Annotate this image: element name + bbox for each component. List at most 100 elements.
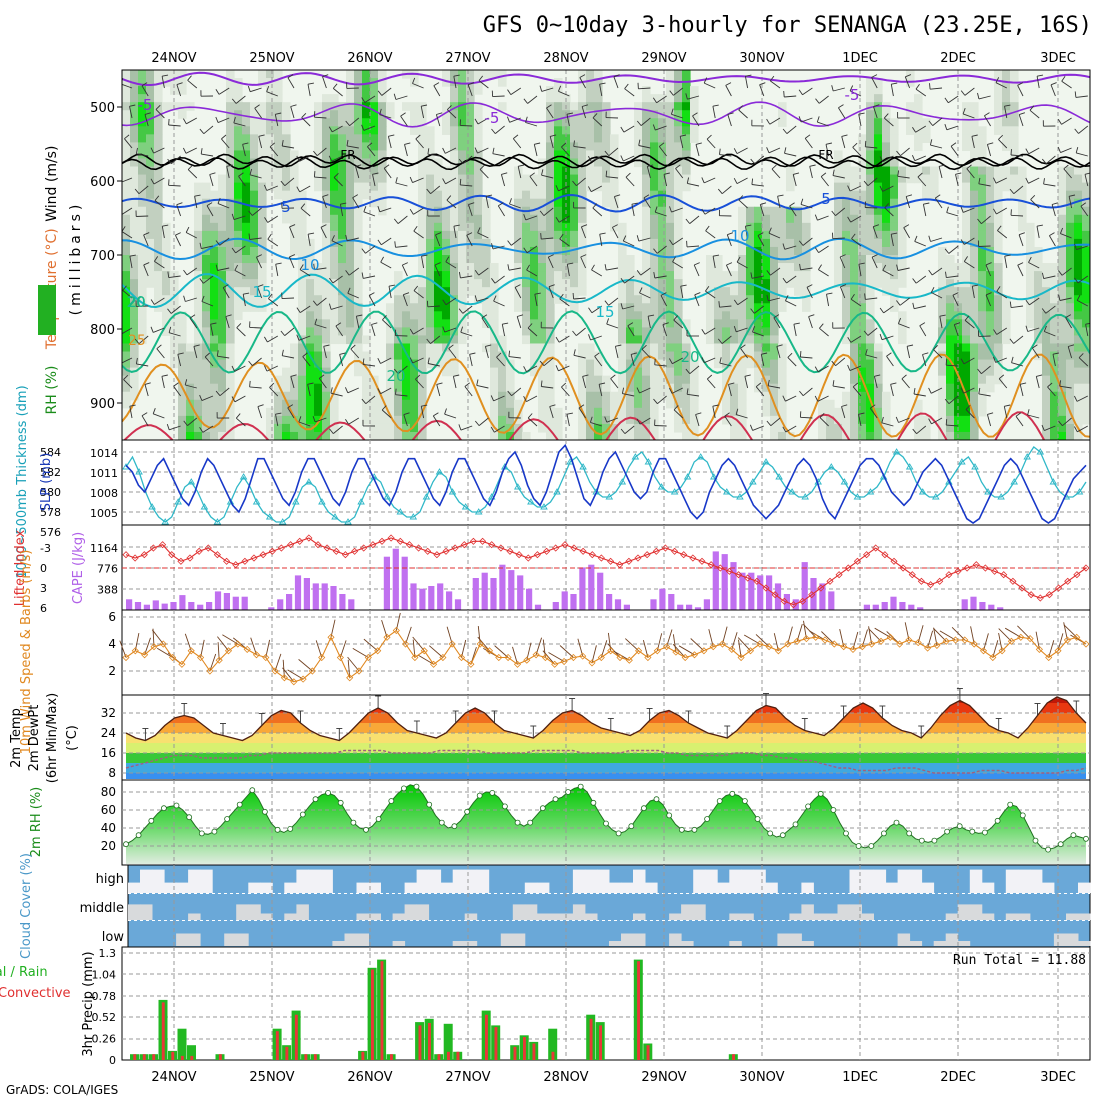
- rh-cell: [666, 287, 675, 296]
- rh-cell: [1042, 367, 1051, 377]
- rh-cell: [210, 255, 219, 264]
- rh-cell: [306, 327, 315, 337]
- barb-flag: [591, 264, 595, 271]
- rh-cell: [322, 102, 331, 111]
- wind-barb: [460, 326, 473, 337]
- rh-cell: [586, 351, 595, 361]
- rh-cell: [1042, 311, 1051, 320]
- rh-cell: [386, 311, 395, 320]
- rh-cell: [130, 230, 139, 240]
- barb-shaft: [695, 144, 700, 157]
- rh-cell: [546, 343, 555, 353]
- rh-cell: [626, 311, 635, 320]
- wind-barb: [654, 358, 667, 367]
- rh-cell: [1026, 295, 1035, 304]
- rh-cell: [666, 86, 675, 95]
- rh-cell: [938, 399, 947, 409]
- barb-shaft: [516, 316, 522, 329]
- barb-flag: [183, 269, 188, 276]
- rh-cell: [834, 255, 843, 264]
- rh-cell: [306, 255, 315, 264]
- wind-barb: [534, 292, 541, 307]
- rh-cell: [1042, 343, 1051, 353]
- rh-cell: [370, 134, 379, 143]
- barb-flag: [313, 171, 316, 178]
- rh-cell: [322, 391, 331, 401]
- barb-shaft: [704, 82, 716, 89]
- barb-flag: [134, 338, 140, 344]
- rh-cell: [738, 431, 747, 440]
- rh-cell: [906, 126, 915, 135]
- barb-shaft: [284, 327, 295, 336]
- barb-shaft: [865, 354, 878, 359]
- rh-cell: [434, 198, 443, 208]
- rh-cell: [410, 295, 419, 304]
- wind-barb: [322, 74, 329, 89]
- rh-cell: [426, 263, 435, 272]
- barb-flag: [176, 82, 183, 86]
- rh-cell: [866, 166, 875, 176]
- rh-cell: [474, 198, 483, 208]
- barb-flag: [249, 168, 253, 175]
- barb-shaft: [346, 237, 359, 242]
- barb-shaft: [153, 327, 165, 333]
- rh-cell: [874, 198, 883, 208]
- rh-cell: [738, 423, 747, 433]
- rh-cell: [130, 150, 139, 160]
- barb-flag: [377, 388, 381, 394]
- rh-cell: [450, 86, 459, 95]
- barb-shaft: [752, 425, 764, 431]
- rh-cell: [1050, 343, 1059, 353]
- barb-shaft: [727, 114, 732, 127]
- barb-flag: [636, 387, 640, 394]
- rh-cell: [586, 134, 595, 143]
- rh-cell: [866, 230, 875, 240]
- rh-cell: [410, 311, 419, 320]
- barb-shaft: [380, 261, 392, 269]
- barb-shaft: [882, 269, 894, 277]
- rh-cell: [138, 287, 147, 296]
- barb-flag: [302, 352, 308, 357]
- wind-barbs: [122, 74, 1090, 435]
- rh-cell: [570, 238, 579, 248]
- rh-cell: [1066, 263, 1075, 272]
- rh-cell: [1010, 190, 1019, 200]
- rh-cell: [466, 287, 475, 296]
- rh-cell: [538, 263, 547, 272]
- rh-cell: [170, 303, 179, 312]
- barb-flag: [313, 150, 318, 156]
- wind-barb: [922, 202, 930, 217]
- barb-shaft: [383, 168, 392, 179]
- rh-cell: [162, 70, 171, 79]
- rh-cell: [858, 174, 867, 184]
- rh-cell: [538, 174, 547, 184]
- rh-cell: [722, 311, 731, 320]
- wind-barb: [501, 322, 509, 337]
- rh-cell: [802, 271, 811, 280]
- rh-cell: [850, 375, 859, 385]
- wind-barb: [782, 243, 797, 250]
- wind-barb: [673, 405, 684, 419]
- wind-barb: [150, 177, 165, 185]
- rh-cell: [994, 255, 1003, 264]
- rh-cell: [386, 335, 395, 345]
- rh-cell: [338, 279, 347, 288]
- rh-cell: [666, 206, 675, 216]
- barb-shaft: [526, 269, 538, 277]
- rh-cell: [474, 166, 483, 176]
- rh-cell: [426, 134, 435, 143]
- rh-cell: [1042, 303, 1051, 312]
- rh-cell: [450, 206, 459, 216]
- rh-cell: [754, 287, 763, 296]
- rh-cell: [474, 134, 483, 143]
- wind-barb: [752, 326, 764, 337]
- barb-flag: [258, 134, 265, 137]
- rh-cell: [274, 78, 283, 87]
- barb-flag: [175, 232, 181, 236]
- bottom-date-axis: 24NOV 25NOV 26NOV 27NOV 28NOV 29NOV 30NOV 1DEC 2…: [151, 1070, 1075, 1085]
- barb-flag: [800, 198, 804, 205]
- wind-barb: [242, 292, 250, 307]
- rh-cell: [842, 415, 851, 425]
- rh-cell: [874, 391, 883, 401]
- rh-cell: [466, 230, 475, 240]
